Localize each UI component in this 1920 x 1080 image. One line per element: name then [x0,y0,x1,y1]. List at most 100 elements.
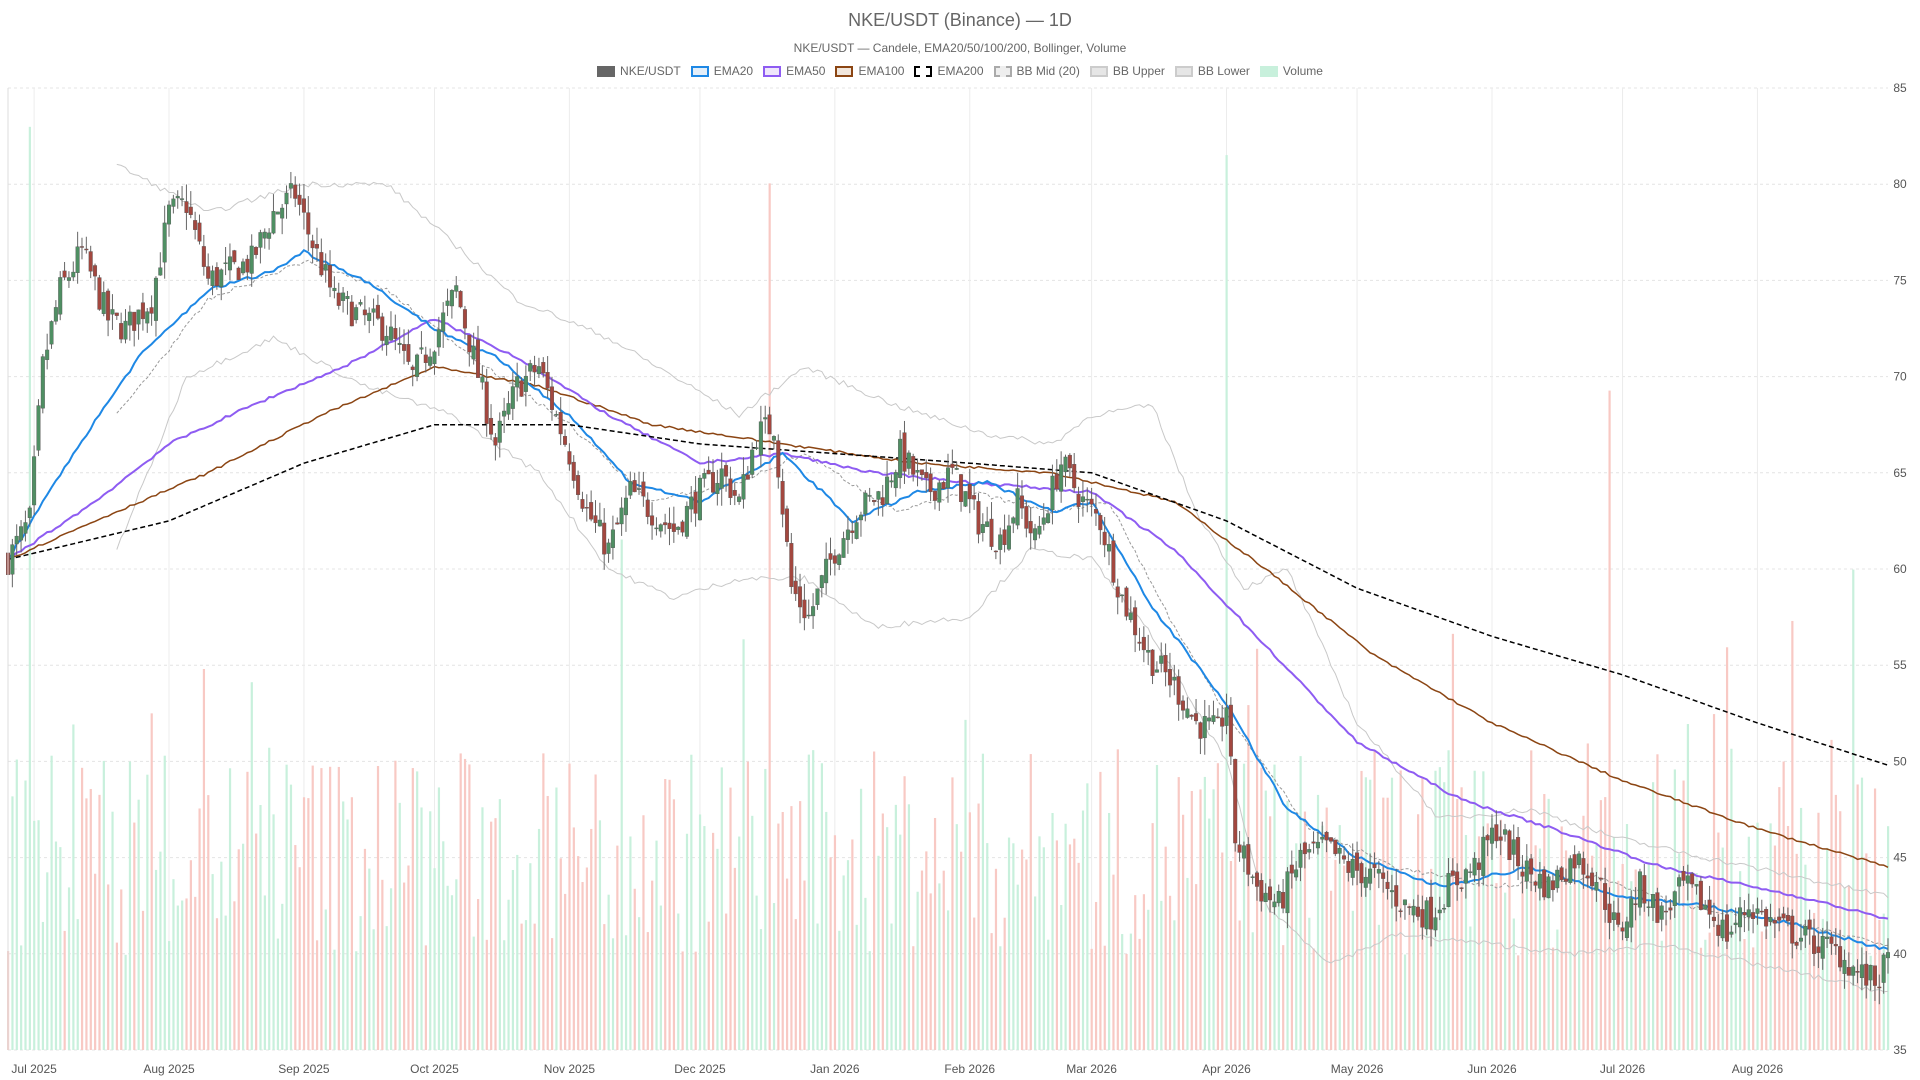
candle-body [1093,509,1098,514]
volume-bar [98,794,101,1050]
volume-bar [1547,798,1550,1050]
volume-bar [577,856,580,1050]
candle-body [1542,869,1547,898]
legend-item-bb-upper[interactable]: BB Upper [1089,64,1165,78]
volume-bar [1221,852,1224,1050]
candle-body [641,481,646,497]
x-tick-label: Mar 2026 [1066,1062,1117,1076]
volume-bar [960,851,963,1050]
y-tick-label: 50 [1893,754,1907,768]
candle-body [201,246,206,267]
legend-item-ema100[interactable]: EMA100 [835,64,904,78]
volume-bar [1203,776,1206,1050]
volume-bar [224,915,227,1050]
x-tick-label: May 2026 [1331,1062,1384,1076]
volume-bar [1055,840,1058,1050]
candle-body [123,320,128,340]
candle-body [1307,849,1312,853]
volume-bar [651,880,654,1050]
candle-body [1772,920,1777,924]
candle-body [1785,915,1790,922]
volume-bar [1482,771,1485,1050]
volume-bar [746,761,750,1050]
volume-bar [1856,784,1859,1050]
volume-bar [1634,869,1637,1050]
candle-body [1215,716,1220,719]
volume-bar [955,824,958,1050]
line-swatch [690,65,709,77]
volume-bar [1704,939,1707,1050]
volume-bar [712,832,715,1050]
volume-bar [1573,857,1576,1050]
volume-bar [1155,764,1159,1050]
legend-item-nke-usdt[interactable]: NKE/USDT [597,64,681,78]
volume-bar [342,801,345,1050]
legend-item-bb-mid-20[interactable]: BB Mid (20) [993,64,1080,78]
volume-bar [764,768,767,1050]
candle-body [1211,715,1216,722]
candle-body [223,262,228,264]
volume-bar [1369,779,1372,1050]
candle-body [1120,594,1125,597]
volume-bar [968,812,971,1050]
legend-item-ema20[interactable]: EMA20 [690,64,753,78]
legend-item-ema200[interactable]: EMA200 [914,64,984,78]
candle-body [1555,869,1560,889]
candle-body [1124,587,1129,617]
volume-bar [1060,904,1063,1050]
candle-body [1024,506,1029,529]
volume-bar [1473,770,1476,1050]
volume-bar [742,639,745,1050]
candle-body [1015,488,1020,526]
volume-bar [555,787,558,1050]
candle-body [789,543,794,588]
volume-bar [80,767,84,1050]
candle-body [793,580,798,595]
volume-bar [581,882,584,1050]
volume-bar [63,930,66,1050]
volume-bar [307,798,310,1050]
volume-bar [211,874,214,1050]
candle-body [449,290,454,307]
legend-item-bb-lower[interactable]: BB Lower [1174,64,1250,78]
volume-bar [1586,743,1589,1050]
candle-body [1498,836,1503,841]
volume-bar [681,951,684,1050]
volume-bar [102,760,105,1050]
volume-bar [1351,910,1354,1050]
legend-item-ema50[interactable]: EMA50 [763,64,825,78]
volume-bar [1047,939,1050,1050]
legend-label: BB Mid (20) [1016,64,1080,78]
candle-body [1254,872,1259,887]
candle-body [1220,717,1225,727]
volume-bar [1534,845,1537,1050]
volume-bar [846,860,850,1050]
candle-body [832,555,837,564]
candle-body [193,220,198,230]
candle-body [563,436,568,445]
volume-bar [1530,750,1533,1050]
volume-bar [716,848,719,1050]
volume-bar [368,868,371,1050]
legend-item-volume[interactable]: Volume [1259,64,1323,78]
volume-bar [1582,815,1585,1050]
y-tick-label: 65 [1893,466,1907,480]
candle-body [232,250,237,263]
volume-bar [568,763,571,1050]
volume-bar [964,719,967,1050]
candle-body [384,335,389,346]
volume-bar [1730,748,1733,1050]
volume-bar [76,919,79,1050]
candle-body [1442,907,1447,910]
volume-bar [285,764,288,1050]
candle-body [584,507,589,509]
candle-body [1037,525,1042,535]
candle-body [1590,872,1595,887]
volume-bar [533,923,536,1050]
volume-bar [624,935,628,1050]
volume-bar [598,820,602,1050]
candle-body [371,308,376,313]
volume-bar [272,814,275,1050]
candle-body [88,251,93,272]
candle-body [1154,669,1159,673]
